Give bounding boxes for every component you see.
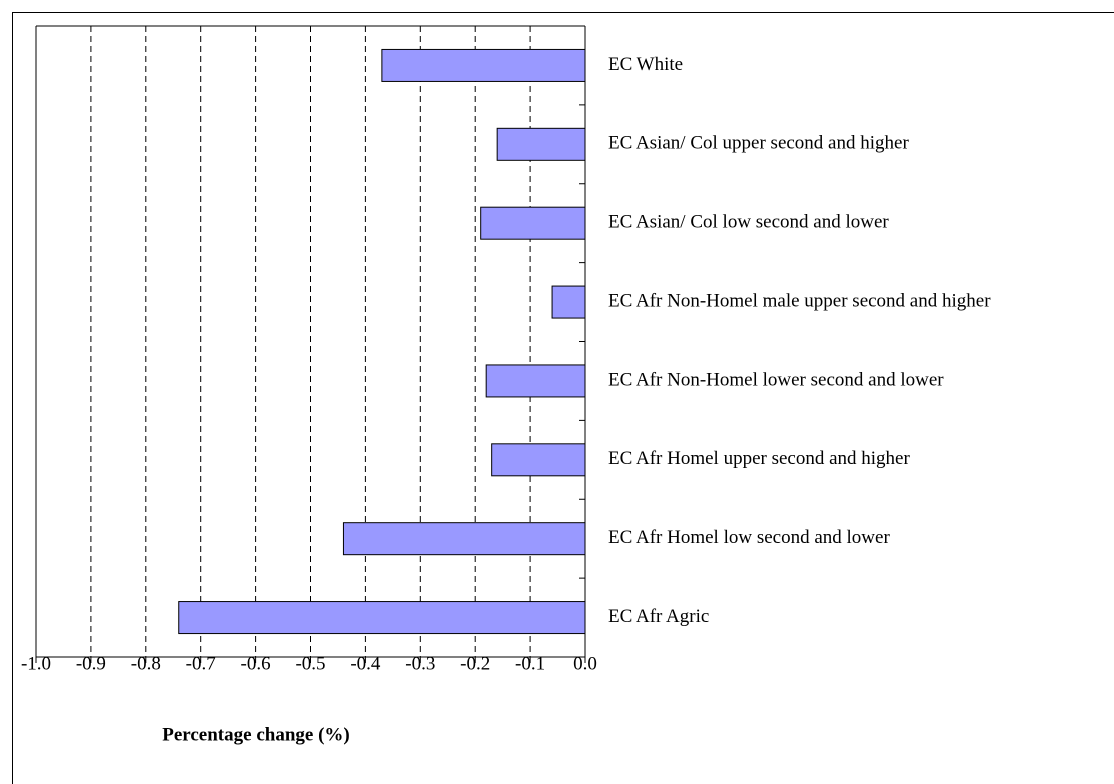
x-tick-label: -0.9: [76, 653, 106, 674]
bar: [551, 285, 586, 319]
bar: [491, 443, 586, 477]
bar: [381, 48, 586, 82]
x-tick-label: -0.6: [241, 653, 271, 674]
bar: [342, 522, 586, 556]
category-label: EC Asian/ Col upper second and higher: [608, 133, 909, 154]
x-tick-label: -0.3: [405, 653, 435, 674]
x-tick-label: -0.8: [131, 653, 161, 674]
category-label: EC Afr Non-Homel male upper second and h…: [608, 290, 991, 311]
bar: [178, 601, 586, 635]
bar: [496, 127, 586, 161]
x-axis-label: Percentage change (%): [162, 724, 349, 745]
category-label: EC Afr Agric: [608, 606, 709, 627]
x-tick-label: -0.5: [295, 653, 325, 674]
x-tick-label: -1.0: [21, 653, 51, 674]
category-label: EC Afr Non-Homel lower second and lower: [608, 369, 944, 390]
category-label: EC Afr Homel low second and lower: [608, 527, 890, 548]
category-label: EC Afr Homel upper second and higher: [608, 448, 910, 469]
x-tick-label: -0.1: [515, 653, 545, 674]
x-tick-label: -0.7: [186, 653, 216, 674]
category-label: EC Asian/ Col low second and lower: [608, 212, 889, 233]
bar: [485, 364, 586, 398]
category-label: EC White: [608, 54, 683, 75]
x-tick-label: -0.4: [350, 653, 381, 674]
bar: [480, 206, 586, 240]
chart-border: [12, 12, 1114, 784]
x-tick-label: 0.0: [573, 653, 597, 674]
x-tick-label: -0.2: [460, 653, 490, 674]
